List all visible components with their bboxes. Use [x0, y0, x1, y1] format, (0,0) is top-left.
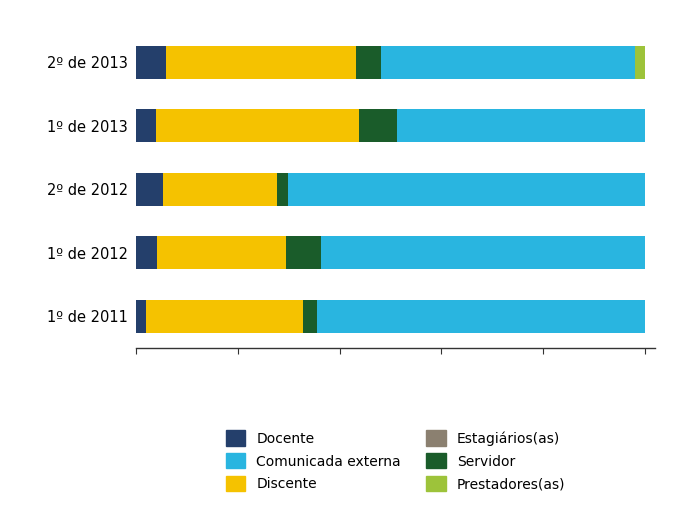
- Bar: [397, 110, 644, 142]
- Bar: [381, 46, 635, 79]
- Bar: [163, 173, 277, 206]
- Legend: Docente, Comunicada externa, Discente, Estagiários(as), Servidor, Prestadores(as: Docente, Comunicada externa, Discente, E…: [220, 425, 571, 497]
- Bar: [145, 300, 303, 333]
- Bar: [136, 237, 157, 269]
- Bar: [136, 173, 163, 206]
- Bar: [321, 237, 644, 269]
- Bar: [359, 110, 397, 142]
- Bar: [303, 300, 317, 333]
- Bar: [166, 46, 357, 79]
- Bar: [136, 46, 166, 79]
- Bar: [136, 110, 155, 142]
- Bar: [277, 173, 288, 206]
- Bar: [357, 46, 381, 79]
- Bar: [286, 237, 321, 269]
- Bar: [288, 173, 644, 206]
- Bar: [157, 237, 286, 269]
- Bar: [317, 300, 644, 333]
- Bar: [155, 110, 359, 142]
- Bar: [635, 46, 644, 79]
- Bar: [136, 300, 145, 333]
